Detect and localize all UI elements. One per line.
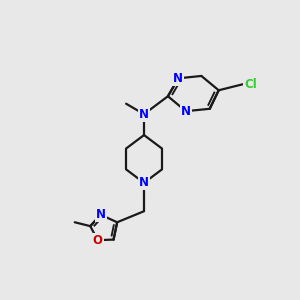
Text: N: N xyxy=(139,108,149,121)
Text: O: O xyxy=(93,234,103,247)
Text: N: N xyxy=(96,208,106,221)
Text: N: N xyxy=(173,72,183,85)
Text: Cl: Cl xyxy=(244,78,257,91)
Text: N: N xyxy=(139,176,149,189)
Text: N: N xyxy=(181,105,191,118)
